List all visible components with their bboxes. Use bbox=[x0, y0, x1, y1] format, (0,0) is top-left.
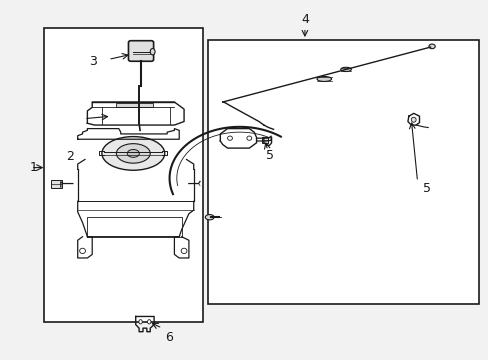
Ellipse shape bbox=[139, 320, 142, 324]
Ellipse shape bbox=[428, 44, 434, 49]
Text: 4: 4 bbox=[301, 13, 308, 26]
FancyBboxPatch shape bbox=[128, 41, 153, 61]
Text: 2: 2 bbox=[66, 150, 74, 163]
Text: 5: 5 bbox=[423, 183, 430, 195]
Ellipse shape bbox=[150, 49, 155, 55]
Ellipse shape bbox=[127, 149, 139, 157]
Bar bbox=[262, 137, 267, 143]
Ellipse shape bbox=[227, 136, 232, 140]
Bar bbox=[116, 103, 152, 107]
Bar bbox=[51, 180, 61, 188]
Ellipse shape bbox=[340, 67, 350, 72]
Text: 6: 6 bbox=[164, 331, 172, 344]
Text: 5: 5 bbox=[265, 149, 274, 162]
Ellipse shape bbox=[80, 248, 85, 253]
Ellipse shape bbox=[316, 77, 331, 81]
Ellipse shape bbox=[147, 320, 151, 324]
Ellipse shape bbox=[205, 215, 214, 220]
Bar bbox=[44, 28, 203, 322]
Ellipse shape bbox=[102, 136, 164, 170]
Bar bbox=[208, 40, 478, 304]
Ellipse shape bbox=[246, 136, 251, 140]
Text: 1-: 1- bbox=[29, 161, 41, 174]
Text: 3: 3 bbox=[89, 55, 97, 68]
Ellipse shape bbox=[116, 144, 150, 163]
Ellipse shape bbox=[410, 117, 415, 122]
Ellipse shape bbox=[181, 248, 186, 253]
